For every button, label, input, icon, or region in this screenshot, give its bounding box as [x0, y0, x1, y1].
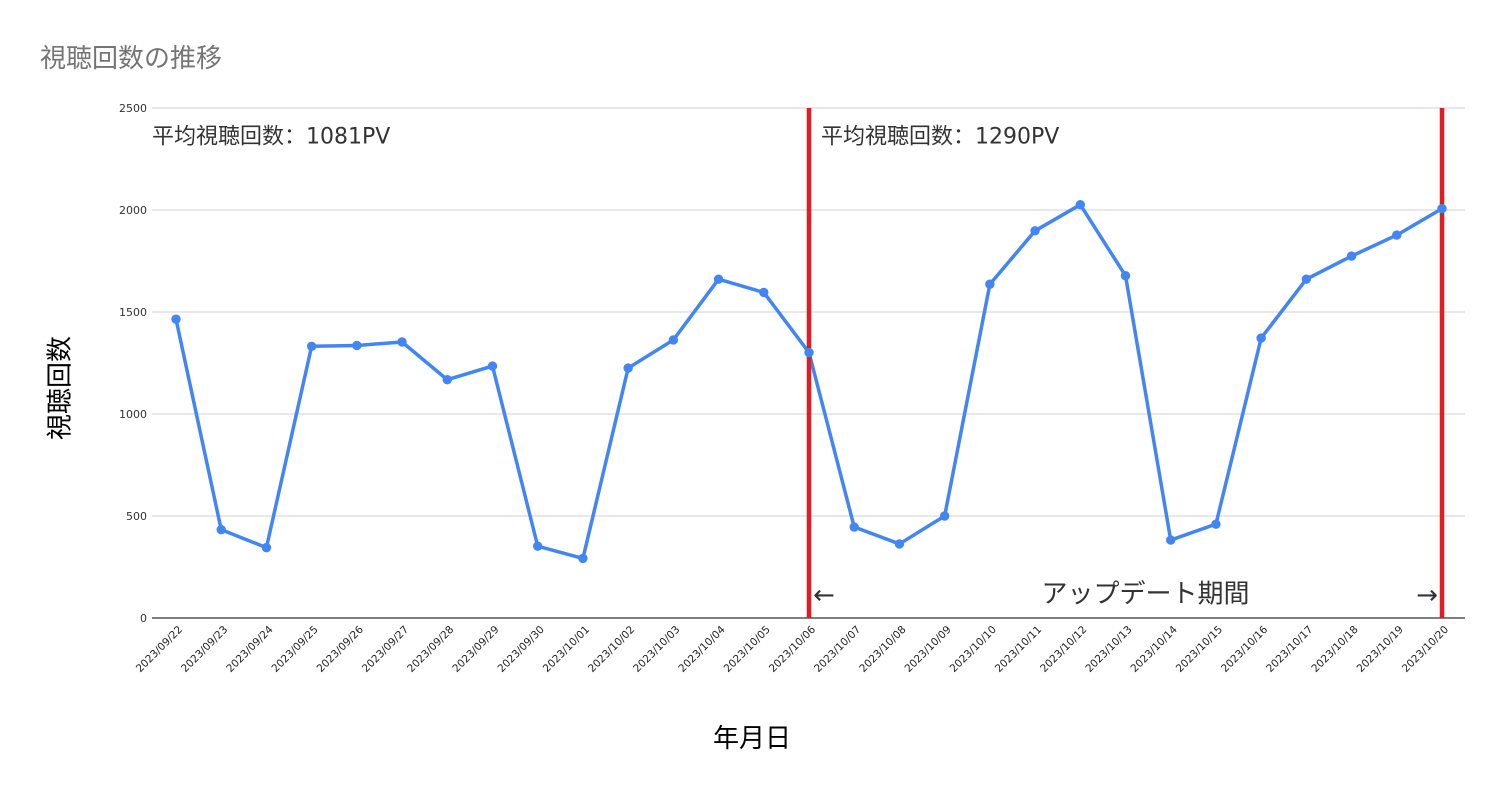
y-tick-label: 2000 — [119, 204, 147, 217]
x-tick-label: 2023/10/10 — [948, 624, 999, 675]
data-point — [1030, 226, 1040, 236]
data-point — [1437, 203, 1447, 214]
x-tick-label: 2023/09/23 — [179, 624, 230, 675]
x-tick-label: 2023/10/03 — [631, 624, 682, 675]
x-tick-label: 2023/10/08 — [857, 624, 908, 675]
x-tick-label: 2023/09/25 — [269, 624, 320, 675]
y-tick-label: 2500 — [119, 102, 147, 115]
data-point — [216, 524, 226, 535]
x-tick-label: 2023/10/01 — [541, 624, 592, 675]
x-tick-label: 2023/09/22 — [134, 624, 185, 675]
annotation-arrow-left: ← — [813, 580, 835, 610]
x-tick-label: 2023/10/09 — [902, 624, 953, 675]
x-tick-label: 2023/10/14 — [1129, 623, 1181, 675]
x-tick-label: 2023/10/20 — [1400, 624, 1451, 675]
data-point — [985, 279, 995, 289]
data-point — [1120, 270, 1131, 281]
y-tick-label: 1000 — [119, 408, 147, 421]
y-tick-label: 500 — [126, 510, 147, 523]
annotation-average: 平均視聴回数：1290PV — [821, 124, 1059, 149]
chart-title: 視聴回数の推移 — [40, 44, 223, 74]
annotation-arrow-right: → — [1416, 580, 1438, 610]
y-tick-label: 0 — [140, 612, 147, 625]
data-point — [1346, 251, 1357, 261]
x-tick-label: 2023/10/19 — [1355, 624, 1406, 675]
y-tick-label: 1500 — [119, 306, 147, 319]
data-point — [1301, 274, 1312, 284]
data-point — [894, 539, 905, 549]
x-tick-label: 2023/10/16 — [1219, 623, 1271, 675]
data-point — [171, 314, 181, 324]
data-point — [849, 522, 859, 532]
x-tick-label: 2023/10/06 — [767, 623, 819, 675]
x-tick-label: 2023/09/26 — [315, 623, 367, 675]
x-tick-label: 2023/10/05 — [722, 624, 773, 675]
x-tick-label: 2023/10/07 — [812, 624, 863, 675]
data-point — [306, 341, 317, 351]
data-point — [397, 337, 407, 347]
x-tick-label: 2023/10/18 — [1309, 624, 1360, 675]
data-point — [578, 553, 588, 564]
data-point — [939, 511, 950, 521]
x-tick-label: 2023/09/24 — [224, 623, 276, 675]
data-point — [352, 340, 362, 351]
data-point — [713, 274, 724, 284]
x-axis-title: 年月日 — [712, 724, 791, 754]
annotation-average: 平均視聴回数：1081PV — [152, 124, 390, 149]
data-point — [487, 361, 498, 371]
x-tick-label: 2023/10/15 — [1174, 624, 1225, 675]
data-point — [1211, 519, 1221, 529]
x-tick-label: 2023/09/27 — [360, 624, 411, 675]
data-point — [1166, 535, 1176, 545]
x-tick-label: 2023/09/29 — [450, 624, 501, 675]
data-point — [533, 541, 543, 551]
x-tick-label: 2023/10/13 — [1083, 624, 1134, 675]
x-tick-label: 2023/10/11 — [993, 624, 1044, 675]
x-tick-label: 2023/10/12 — [1038, 624, 1089, 675]
data-point — [804, 347, 814, 358]
data-point — [668, 335, 679, 345]
y-axis-title: 視聴回数 — [45, 335, 76, 441]
data-point — [1392, 230, 1402, 240]
data-point — [623, 363, 633, 373]
data-point — [1075, 199, 1085, 210]
x-tick-label: 2023/09/30 — [496, 624, 547, 675]
x-tick-label: 2023/10/04 — [676, 623, 728, 675]
data-point — [261, 542, 272, 553]
x-tick-label: 2023/10/02 — [586, 624, 637, 675]
x-tick-label: 2023/09/28 — [405, 624, 456, 675]
data-point — [759, 287, 769, 298]
x-tick-label: 2023/10/17 — [1264, 624, 1315, 675]
data-point — [442, 375, 452, 385]
annotation-update-period: アップデート期間 — [1041, 579, 1249, 609]
data-point — [1256, 333, 1266, 343]
